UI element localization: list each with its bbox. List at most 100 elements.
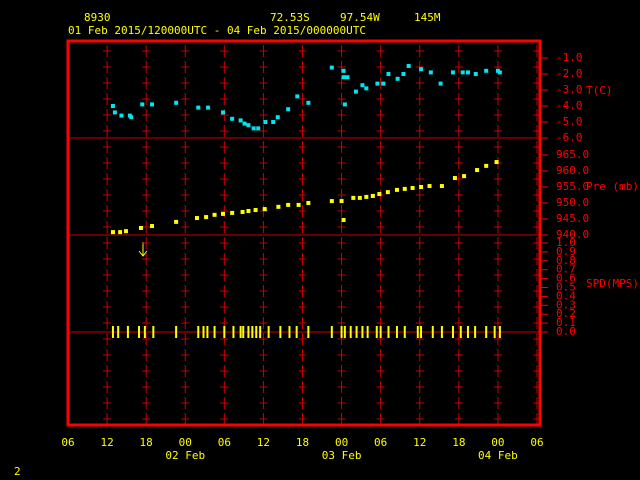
y-tick-label: 0.8 [556,254,576,267]
y-tick-label: 0.5 [556,281,576,294]
y-tick-label: 950.0 [556,196,589,209]
point [263,120,268,124]
y-axis-label: Pre (mb) [586,180,639,193]
point [286,202,291,207]
point [494,160,499,165]
point [123,229,128,234]
point [342,102,347,107]
y-tick-label: 0.7 [556,263,576,276]
point [206,105,211,110]
elevation: 145M [414,11,441,24]
point [360,83,365,88]
longitude: 97.54W [340,11,380,24]
point [140,102,145,107]
point [329,199,334,204]
y-tick-label: 0.2 [556,307,576,320]
point [452,176,457,181]
grid-line [493,45,502,425]
x-tick-label: 18 [296,436,309,449]
point [351,195,356,200]
y-tick-label: 945.0 [556,212,589,225]
point [341,217,346,222]
y-tick-label: -3.0 [556,83,583,96]
point [246,123,251,128]
date-label: 03 Feb [322,449,362,462]
x-tick-label: 12 [257,436,270,449]
point [112,110,117,115]
y-tick-label: -1.0 [556,51,583,64]
period: 01 Feb 2015/120000UTC - 04 Feb 2015/0000… [68,24,366,37]
point [484,68,489,73]
point [129,115,134,120]
point [484,163,489,168]
point [341,68,346,73]
point [329,65,334,70]
frame [66,39,542,427]
point [138,225,143,230]
point [110,230,115,235]
y-tick-label: 940.0 [556,228,589,241]
point [238,118,243,123]
point [221,211,226,216]
date-label: 04 Feb [478,449,518,462]
point [386,72,391,76]
point [246,209,251,213]
point [401,72,406,76]
point [306,201,311,205]
page-number: 2 [14,465,21,478]
point [395,76,400,81]
grid-line [298,45,307,425]
y-tick-label: 965.0 [556,148,589,161]
point [341,75,346,80]
point [410,185,415,190]
x-tick-label: 18 [452,436,465,449]
point [286,107,291,112]
point [196,105,201,110]
point [306,100,311,105]
point [385,190,390,195]
grid-line [337,45,346,425]
panel-separators [68,137,540,333]
latitude: 72.53S [270,11,310,24]
point [428,70,433,75]
x-tick-label: 06 [530,436,543,449]
point [375,81,380,86]
y-tick-label: -6.0 [556,131,583,144]
y-tick-label: -2.0 [556,67,583,80]
point [174,219,179,224]
station: 8930 [84,11,111,24]
grid-line [454,45,463,425]
point [271,120,276,124]
point [419,67,424,72]
point [419,185,424,189]
point [364,194,369,199]
point [394,187,399,192]
point [194,216,199,221]
point [174,100,179,105]
point [462,174,467,179]
y-axis-label: T(C) [586,84,613,97]
x-tick-label: 12 [100,436,113,449]
y-tick-label: 1.0 [556,236,576,249]
y-tick-label: 0.6 [556,272,576,285]
grid-line [142,45,151,425]
point [438,81,443,86]
y-tick-label: 0.1 [556,316,576,329]
point [370,193,375,198]
point [256,126,261,131]
x-tick-label: 18 [140,436,153,449]
point [240,209,245,214]
x-tick-label: 06 [218,436,231,449]
point [275,115,280,120]
point [473,72,478,76]
y-tick-label: 955.0 [556,180,589,193]
point [262,207,267,212]
point [402,186,407,191]
y-axis-label: SPD(MPS) [586,277,639,290]
point [406,64,411,68]
wind-arrow [138,242,148,257]
point [118,230,123,235]
point [364,86,369,91]
